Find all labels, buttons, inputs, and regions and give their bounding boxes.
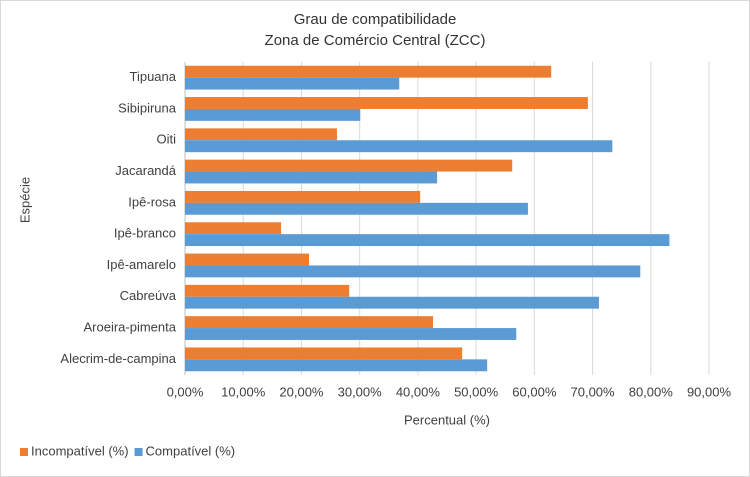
bar (185, 284, 350, 297)
y-tick-label: Jacarandá (115, 163, 176, 178)
legend-label: Incompatível (%) (31, 443, 129, 458)
bar (185, 128, 337, 141)
bar (185, 328, 517, 340)
bar (185, 359, 488, 372)
bar (185, 347, 463, 360)
x-tick-label: 30,00% (338, 384, 383, 399)
y-tick-label: Ipê-rosa (128, 194, 176, 209)
bar (185, 222, 282, 235)
legend-swatch (20, 448, 28, 456)
chart-title: Grau de compatibilidade (294, 11, 457, 28)
x-tick-label: 50,00% (454, 384, 499, 399)
y-tick-label: Alecrim-de-campina (60, 351, 176, 366)
bar (185, 265, 641, 278)
bar (185, 253, 310, 266)
bar (185, 202, 528, 215)
x-tick-label: 70,00% (571, 384, 616, 399)
y-tick-label: Aroeira-pimenta (84, 319, 177, 334)
y-tick-label: Tipuana (130, 69, 177, 84)
bar (185, 65, 552, 78)
x-axis-label: Percentual (%) (404, 412, 490, 427)
bar (185, 140, 613, 153)
y-axis-label: Espécie (17, 177, 32, 223)
y-tick-label: Oiti (157, 132, 177, 147)
x-tick-label: 40,00% (396, 384, 441, 399)
x-tick-label: 80,00% (629, 384, 674, 399)
x-tick-label: 60,00% (512, 384, 557, 399)
y-tick-label: Ipê-branco (114, 226, 176, 241)
y-tick-label: Ipê-amarelo (107, 257, 176, 272)
chart-subtitle: Zona de Comércio Central (ZCC) (265, 32, 486, 49)
x-tick-label: 20,00% (279, 384, 324, 399)
bar (185, 108, 361, 121)
bar (185, 77, 400, 90)
x-tick-label: 10,00% (221, 384, 266, 399)
bar (185, 159, 513, 172)
bar (185, 97, 588, 109)
bar (185, 234, 670, 247)
y-tick-label: Sibipiruna (118, 100, 177, 115)
x-tick-label: 90,00% (687, 384, 732, 399)
bar (185, 171, 438, 184)
x-tick-label: 0,00% (167, 384, 204, 399)
bar (185, 316, 434, 329)
y-tick-label: Cabreúva (120, 288, 177, 303)
legend-swatch (134, 448, 143, 456)
bar (185, 190, 421, 203)
bar (185, 296, 599, 309)
legend-label: Compatível (%) (146, 443, 236, 458)
